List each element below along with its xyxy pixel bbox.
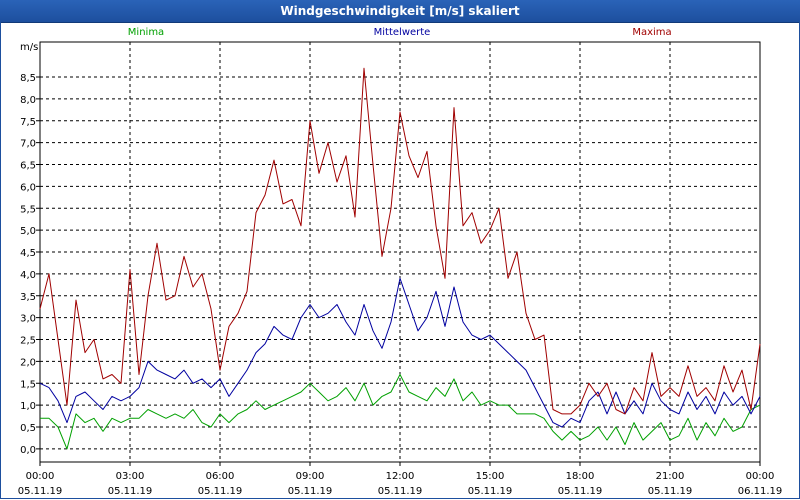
y-tick-label: 7,5 — [20, 117, 36, 128]
y-tick-label: 1,0 — [20, 401, 36, 412]
y-tick-label: 2,0 — [20, 357, 36, 368]
x-tick-time: 09:00 — [296, 471, 325, 482]
y-tick-label: 6,5 — [20, 161, 36, 172]
y-tick-label: 6,0 — [20, 182, 36, 193]
x-tick-date: 05.11.19 — [468, 486, 513, 497]
x-tick-date: 06.11.19 — [738, 486, 783, 497]
legend-maxima: Maxima — [632, 27, 671, 38]
x-tick-date: 05.11.19 — [108, 486, 153, 497]
x-tick-time: 00:00 — [26, 471, 55, 482]
y-tick-label: 8,5 — [20, 73, 36, 84]
y-tick-label: 0,5 — [20, 423, 36, 434]
y-tick-label: 5,5 — [20, 204, 36, 215]
legend-mittelwerte: Mittelwerte — [374, 27, 431, 38]
x-tick-date: 05.11.19 — [558, 486, 603, 497]
y-tick-label: 4,5 — [20, 248, 36, 259]
x-tick-date: 05.11.19 — [378, 486, 423, 497]
y-tick-label: 3,5 — [20, 292, 36, 303]
x-tick-time: 21:00 — [656, 471, 685, 482]
x-tick-time: 18:00 — [566, 471, 595, 482]
series-line-maxima — [39, 67, 761, 415]
chart-title: Windgeschwindigkeit [m/s] skaliert — [0, 0, 800, 23]
series-line-mittelwerte — [39, 277, 761, 428]
y-tick-label: 0,0 — [20, 445, 36, 456]
y-tick-label: 7,0 — [20, 139, 36, 150]
x-tick-date: 05.11.19 — [198, 486, 243, 497]
series-line-minima — [40, 374, 761, 450]
y-tick-label: 5,0 — [20, 226, 36, 237]
legend-minima: Minima — [128, 27, 164, 38]
x-tick-time: 06:00 — [206, 471, 235, 482]
y-tick-label: 8,0 — [20, 95, 36, 106]
y-tick-label: 3,0 — [20, 314, 36, 325]
x-tick-time: 03:00 — [116, 471, 145, 482]
x-tick-time: 15:00 — [476, 471, 505, 482]
x-tick-date: 05.11.19 — [648, 486, 693, 497]
x-tick-time: 12:00 — [386, 471, 415, 482]
x-tick-date: 05.11.19 — [288, 486, 333, 497]
y-tick-label: 2,5 — [20, 336, 36, 347]
y-tick-label: 4,0 — [20, 270, 36, 281]
x-tick-date: 05.11.19 — [18, 486, 63, 497]
x-tick-time: 00:00 — [746, 471, 775, 482]
y-tick-label: 1,5 — [20, 379, 36, 390]
y-axis-unit-label: m/s — [20, 42, 38, 53]
